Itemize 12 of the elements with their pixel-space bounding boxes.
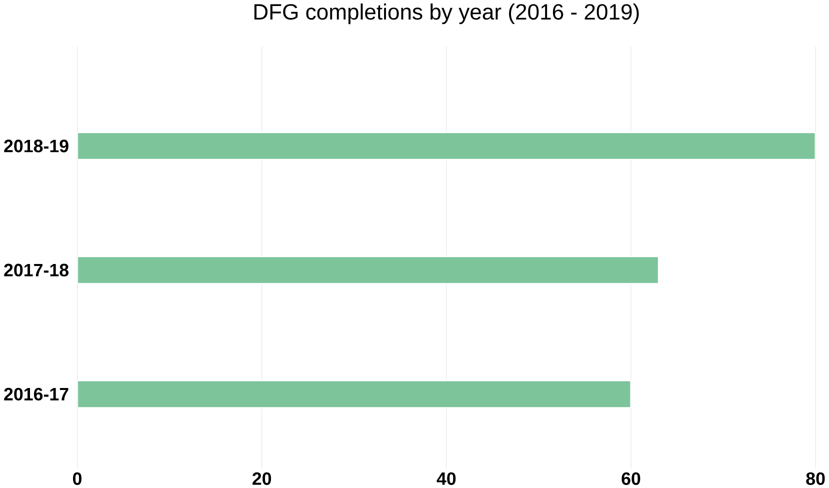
x-tick-label: 40 bbox=[436, 472, 456, 485]
bar bbox=[77, 379, 632, 408]
y-tick-label: 2016-17 bbox=[4, 388, 68, 400]
x-tick-label: 0 bbox=[73, 472, 82, 485]
bar bbox=[77, 255, 660, 284]
chart-title: DFG completions by year (2016 - 2019) bbox=[254, 3, 639, 24]
x-tick-label: 20 bbox=[252, 472, 272, 485]
bar bbox=[77, 131, 816, 160]
x-tick-label: 80 bbox=[806, 472, 825, 485]
x-tick-label: 60 bbox=[622, 472, 640, 485]
y-tick-label: 2018-19 bbox=[4, 139, 68, 152]
y-tick-label: 2017-18 bbox=[4, 264, 69, 276]
